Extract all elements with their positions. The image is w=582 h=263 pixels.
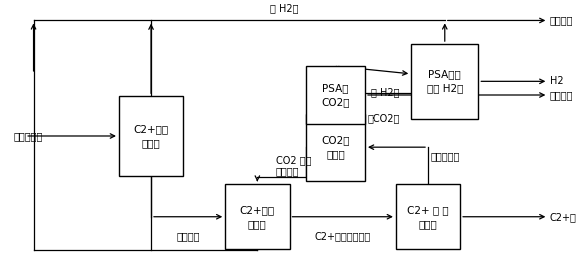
Text: C2+ 分 离
回收。: C2+ 分 离 回收。 xyxy=(407,205,449,229)
FancyBboxPatch shape xyxy=(306,114,365,181)
Text: PSA分离
提纯 H2。: PSA分离 提纯 H2。 xyxy=(427,69,463,93)
Text: C2+吸附
浓缩。: C2+吸附 浓缩。 xyxy=(133,124,169,148)
FancyBboxPatch shape xyxy=(396,184,460,249)
FancyBboxPatch shape xyxy=(225,184,289,249)
Text: 不凝气体。: 不凝气体。 xyxy=(431,151,460,161)
Text: 富 H2。: 富 H2。 xyxy=(270,3,299,13)
Text: C2+萃取解吸气。: C2+萃取解吸气。 xyxy=(314,232,371,242)
Text: H2: H2 xyxy=(550,76,563,86)
Text: CO2 萃取
剂循环。: CO2 萃取 剂循环。 xyxy=(275,155,311,177)
FancyBboxPatch shape xyxy=(306,67,365,124)
Text: 炼厂干气。: 炼厂干气。 xyxy=(14,131,43,141)
Text: PSA脱
CO2。: PSA脱 CO2。 xyxy=(321,83,350,107)
FancyBboxPatch shape xyxy=(119,96,183,176)
FancyBboxPatch shape xyxy=(411,44,478,119)
Text: 燃料气。: 燃料气。 xyxy=(550,16,573,26)
Text: 吸附质。: 吸附质。 xyxy=(176,232,200,242)
Text: 排放气。: 排放气。 xyxy=(550,90,573,100)
Text: CO2渗
透膜。: CO2渗 透膜。 xyxy=(321,135,350,159)
Text: 富 H2。: 富 H2。 xyxy=(371,88,399,98)
Text: 富CO2。: 富CO2。 xyxy=(368,114,400,124)
Text: C2+。: C2+。 xyxy=(550,212,577,222)
Text: C2+萃取
解吸。: C2+萃取 解吸。 xyxy=(240,205,275,229)
